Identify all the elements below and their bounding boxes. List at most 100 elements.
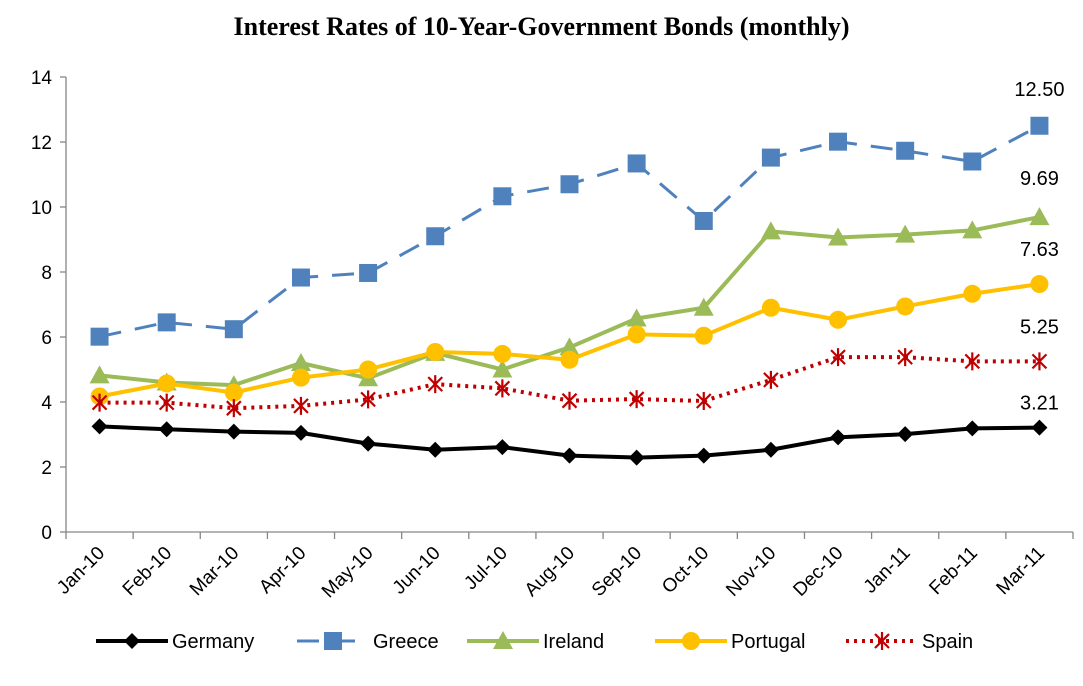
data-point-spain bbox=[360, 390, 376, 409]
legend-marker bbox=[324, 632, 342, 650]
data-point-spain bbox=[427, 375, 444, 394]
data-point-greece bbox=[627, 154, 646, 173]
data-point-greece bbox=[560, 175, 579, 194]
x-tick-label: Oct-10 bbox=[658, 543, 713, 598]
data-point-portugal bbox=[761, 298, 780, 317]
legend: Germany Greece Ireland Portugal Spain bbox=[96, 631, 973, 653]
data-point-ireland bbox=[559, 337, 580, 356]
data-point-portugal bbox=[493, 344, 512, 363]
legend-marker bbox=[124, 633, 140, 649]
chart-title: Interest Rates of 10-Year-Government Bon… bbox=[233, 12, 850, 41]
x-tick-label: Jan-10 bbox=[53, 543, 109, 599]
x-tick-label: Nov-10 bbox=[722, 543, 780, 601]
data-point-portugal bbox=[359, 360, 378, 379]
legend-item-germany: Germany bbox=[96, 631, 254, 653]
data-point-spain bbox=[494, 379, 511, 398]
legend-marker bbox=[874, 632, 890, 650]
data-point-spain bbox=[897, 348, 913, 367]
data-point-germany bbox=[1031, 419, 1048, 436]
data-point-germany bbox=[292, 424, 309, 441]
chart-axes bbox=[60, 76, 1074, 539]
data-point-spain bbox=[1031, 352, 1048, 371]
data-point-spain bbox=[158, 393, 175, 412]
data-point-germany bbox=[494, 439, 511, 456]
legend-label: Portugal bbox=[731, 631, 806, 653]
data-point-spain bbox=[293, 396, 309, 415]
legend-item-portugal: Portugal bbox=[655, 631, 806, 653]
data-point-ireland bbox=[492, 359, 513, 378]
x-tick-label: Mar-11 bbox=[993, 543, 1049, 599]
legend-label: Germany bbox=[172, 631, 254, 653]
data-point-portugal bbox=[560, 350, 579, 369]
data-point-portugal bbox=[963, 284, 982, 303]
data-point-greece bbox=[291, 268, 310, 287]
series-lines bbox=[89, 116, 1050, 466]
data-point-greece bbox=[829, 132, 848, 151]
data-point-greece bbox=[224, 320, 243, 339]
y-tick-label: 14 bbox=[31, 68, 53, 89]
series-germany bbox=[91, 418, 1048, 466]
x-tick-label: Feb-10 bbox=[119, 543, 176, 600]
data-point-greece bbox=[90, 327, 109, 346]
y-axis-tick-labels: 0 2 4 6 8 10 12 14 bbox=[31, 68, 53, 544]
data-point-greece bbox=[694, 211, 713, 230]
data-point-ireland bbox=[760, 221, 781, 240]
data-point-germany bbox=[695, 447, 712, 464]
data-point-germany bbox=[897, 426, 914, 443]
data-point-spain bbox=[226, 399, 242, 418]
data-point-spain bbox=[91, 393, 108, 412]
x-tick-label: Sep-10 bbox=[588, 543, 646, 601]
data-point-germany bbox=[91, 418, 108, 435]
x-tick-label: May-10 bbox=[318, 543, 378, 603]
data-point-greece bbox=[896, 141, 915, 160]
data-point-portugal bbox=[694, 326, 713, 345]
data-label-ireland: 9.69 bbox=[1020, 168, 1059, 190]
data-point-portugal bbox=[627, 325, 646, 344]
legend-marker bbox=[682, 632, 700, 650]
y-tick-label: 12 bbox=[31, 133, 52, 154]
data-point-ireland bbox=[626, 308, 647, 327]
data-point-spain bbox=[561, 391, 578, 410]
data-point-germany bbox=[628, 449, 645, 466]
data-point-ireland bbox=[290, 353, 311, 371]
data-point-ireland bbox=[962, 220, 983, 239]
y-tick-label: 8 bbox=[41, 263, 52, 284]
data-point-spain bbox=[695, 392, 712, 411]
data-point-portugal bbox=[896, 297, 915, 316]
legend-item-spain: Spain bbox=[846, 631, 973, 653]
data-point-greece bbox=[761, 148, 780, 167]
data-point-greece bbox=[493, 187, 512, 206]
data-point-germany bbox=[360, 435, 377, 452]
data-point-germany bbox=[762, 441, 779, 458]
x-tick-label: Jan-11 bbox=[860, 543, 915, 598]
legend-item-greece: Greece bbox=[297, 631, 439, 653]
legend-marker bbox=[493, 631, 513, 649]
legend-label: Ireland bbox=[543, 631, 604, 653]
data-point-portugal bbox=[157, 374, 176, 393]
legend-label: Greece bbox=[373, 631, 439, 653]
x-tick-label: Aug-10 bbox=[521, 543, 579, 601]
data-label-greece: 12.50 bbox=[1014, 79, 1064, 101]
data-label-portugal: 7.63 bbox=[1020, 239, 1059, 261]
x-tick-label: Feb-11 bbox=[925, 543, 981, 599]
data-point-portugal bbox=[224, 383, 243, 402]
data-label-germany: 3.21 bbox=[1020, 393, 1059, 415]
data-point-germany bbox=[225, 423, 242, 440]
data-point-portugal bbox=[829, 310, 848, 329]
x-tick-label: Mar-10 bbox=[186, 543, 243, 600]
x-tick-label: Dec-10 bbox=[789, 543, 847, 601]
data-point-ireland bbox=[693, 297, 714, 316]
data-point-germany bbox=[158, 421, 175, 438]
data-point-spain bbox=[964, 352, 981, 371]
data-point-ireland bbox=[828, 227, 849, 246]
data-point-ireland bbox=[89, 365, 110, 384]
data-point-germany bbox=[830, 429, 847, 446]
data-point-ireland bbox=[1029, 207, 1050, 226]
data-point-ireland bbox=[895, 224, 916, 243]
y-tick-label: 2 bbox=[41, 458, 52, 479]
data-point-spain bbox=[763, 370, 779, 389]
x-tick-label: Apr-10 bbox=[255, 543, 310, 598]
data-labels: 3.21 12.50 9.69 7.63 5.25 bbox=[1014, 79, 1064, 415]
x-tick-label: Jul-10 bbox=[460, 543, 511, 594]
